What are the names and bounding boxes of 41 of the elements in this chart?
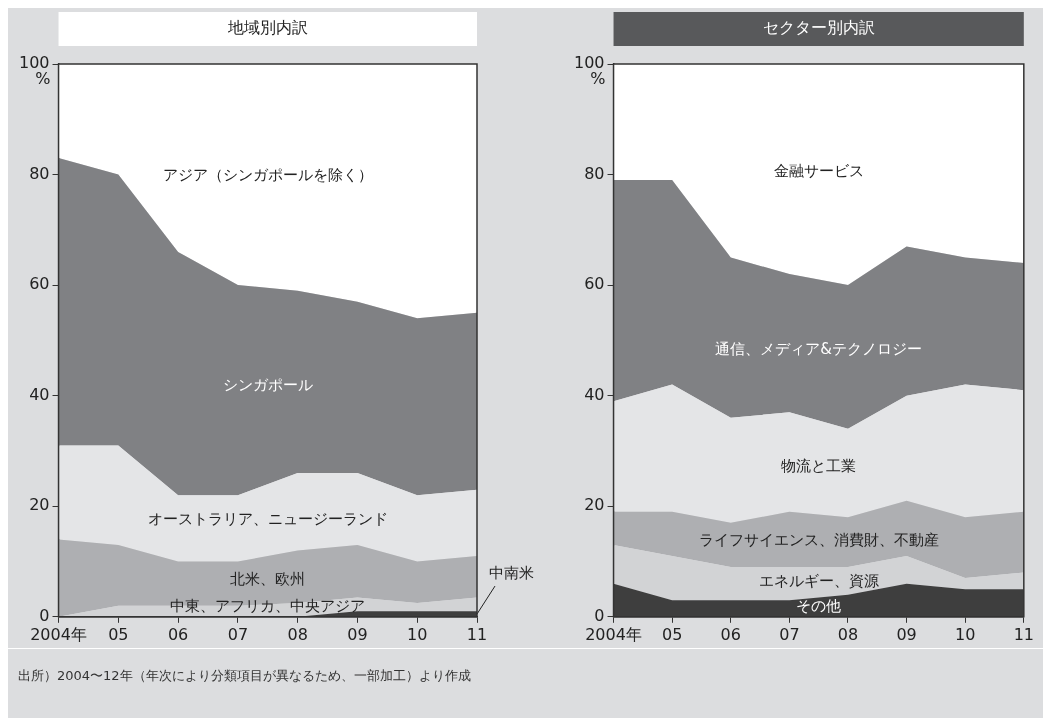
chart-title: セクター別内訳 [762,18,875,38]
x-tick-label: 08 [287,624,308,644]
y-tick-label: 40 [29,384,50,404]
series-label: 中東、アフリカ、中央アジア [170,596,366,615]
y-tick-label: 60 [584,274,605,294]
series-label: その他 [796,596,842,615]
y-tick-label: 20 [29,495,50,515]
x-tick-label: 06 [720,624,741,644]
x-tick-label: 2004年 [30,624,87,644]
series-label: ライフサイエンス、消費財、不動産 [698,530,939,549]
x-tick-label: 10 [955,624,976,644]
x-tick-label: 11 [1013,624,1034,644]
x-tick-label: 11 [466,624,488,644]
x-tick-label: 07 [227,624,249,644]
x-tick-label: 2004年 [585,624,642,644]
x-tick-label: 06 [167,624,189,644]
chart-title: 地域別内訳 [226,18,308,38]
series-label: アジア（シンガポールを除く） [162,165,373,184]
x-tick-label: 08 [837,624,859,644]
series-label: エネルギー、資源 [758,572,879,591]
x-tick-label: 05 [661,624,683,644]
y-tick-label: 40 [584,384,605,404]
x-tick-label: 09 [347,624,368,644]
x-tick-label: 07 [779,624,800,644]
y-tick-label: 80 [584,163,605,183]
series-label: 物流と工業 [781,457,857,476]
x-tick-label: 09 [896,624,917,644]
y-tick-label: 60 [29,274,50,294]
x-tick-label: 05 [108,624,129,644]
text: 中南米 [489,563,534,582]
y-tick-label: 80 [29,163,50,183]
series-label: シンガポール [222,375,313,394]
y-tick-label: 0 [39,605,50,625]
series-label: 金融サービス [773,161,864,180]
series-label: オーストラリア、ニュージーランド [147,509,388,528]
y-tick-label: 20 [584,495,605,515]
series-label: 通信、メディア&テクノロジー [715,339,923,358]
x-tick-label: 10 [407,624,428,644]
text: 出所）2004〜12年（年次により分類項目が異なるため、一部加工）より作成 [8,648,1043,685]
y-tick-label: 0 [594,605,605,625]
series-label: 北米、欧州 [230,570,306,589]
